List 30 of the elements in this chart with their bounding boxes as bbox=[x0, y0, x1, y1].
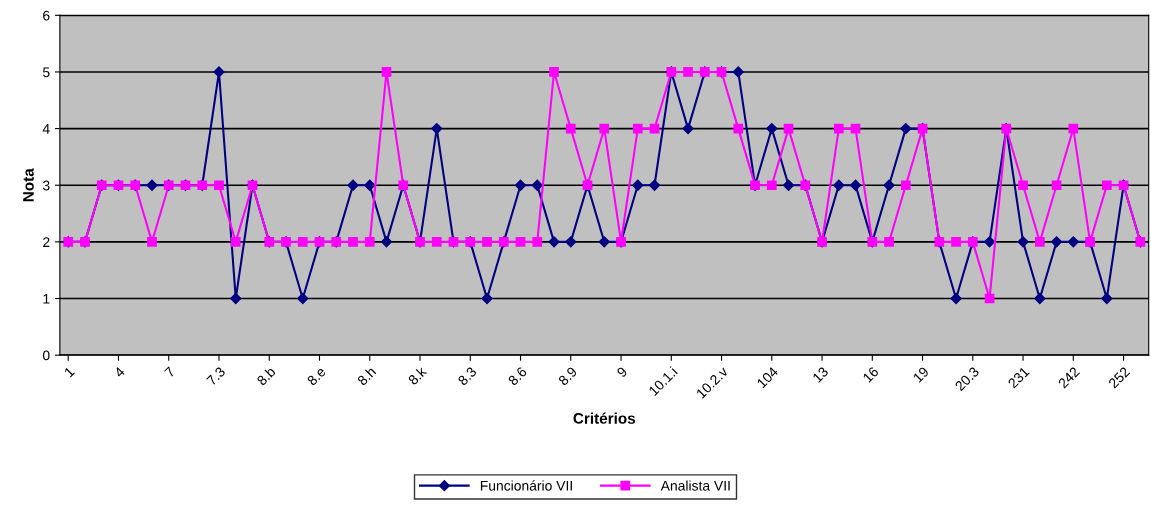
y-tick-label: 4 bbox=[42, 124, 50, 134]
y-tick-label: 0 bbox=[42, 350, 50, 361]
x-tick-label: 8.9 bbox=[557, 366, 578, 386]
y-tick-label: 5 bbox=[42, 67, 50, 78]
x-tick-label: 8.3 bbox=[457, 366, 478, 386]
legend-label: Funcionário VII bbox=[480, 480, 572, 491]
y-tick-label: 1 bbox=[43, 293, 50, 304]
y-axis-title: Nota bbox=[23, 168, 34, 202]
y-tick-label: 3 bbox=[42, 180, 50, 191]
x-tick-label: 252 bbox=[1107, 366, 1131, 389]
x-tick-label: 19 bbox=[912, 366, 930, 383]
x-tick-label: 4 bbox=[113, 366, 126, 378]
x-axis-title: Critérios bbox=[573, 412, 636, 424]
x-tick-label: 8.k bbox=[407, 365, 428, 386]
x-tick-label: 242 bbox=[1057, 366, 1080, 389]
y-tick-label: 2 bbox=[43, 237, 50, 247]
x-tick-label: 7 bbox=[164, 366, 176, 378]
x-tick-label: 13 bbox=[812, 366, 829, 383]
x-tick-label: 7.3 bbox=[206, 366, 226, 386]
x-tick-label: 16 bbox=[862, 366, 880, 383]
x-tick-label: 104 bbox=[756, 366, 779, 389]
x-tick-label: 8.b bbox=[256, 365, 277, 386]
x-tick-label: 8.e bbox=[306, 366, 327, 386]
legend-label: Analista VII bbox=[660, 480, 730, 491]
x-tick-label: 8.h bbox=[356, 366, 377, 386]
x-tick-label: 9 bbox=[616, 366, 628, 378]
x-tick-label: 231 bbox=[1007, 366, 1030, 389]
x-tick-label: 1 bbox=[63, 366, 75, 378]
y-tick-label: 6 bbox=[43, 10, 50, 21]
x-tick-label: 8.6 bbox=[507, 366, 528, 386]
